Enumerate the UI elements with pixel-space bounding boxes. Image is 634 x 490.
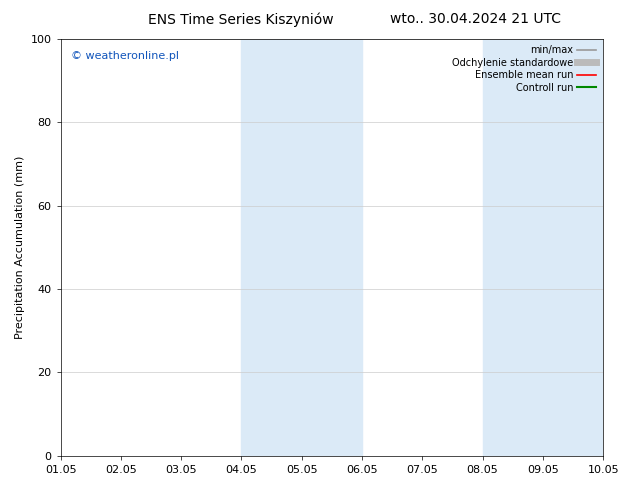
Bar bbox=[543, 39, 603, 456]
Legend: min/max, Odchylenie standardowe, Ensemble mean run, Controll run: min/max, Odchylenie standardowe, Ensembl… bbox=[450, 44, 598, 95]
Bar bbox=[302, 39, 362, 456]
Bar bbox=[482, 39, 543, 456]
Text: wto.. 30.04.2024 21 UTC: wto.. 30.04.2024 21 UTC bbox=[390, 12, 561, 26]
Text: © weatheronline.pl: © weatheronline.pl bbox=[72, 51, 179, 61]
Y-axis label: Precipitation Accumulation (mm): Precipitation Accumulation (mm) bbox=[15, 156, 25, 339]
Text: ENS Time Series Kiszyniów: ENS Time Series Kiszyniów bbox=[148, 12, 333, 27]
Bar bbox=[242, 39, 302, 456]
